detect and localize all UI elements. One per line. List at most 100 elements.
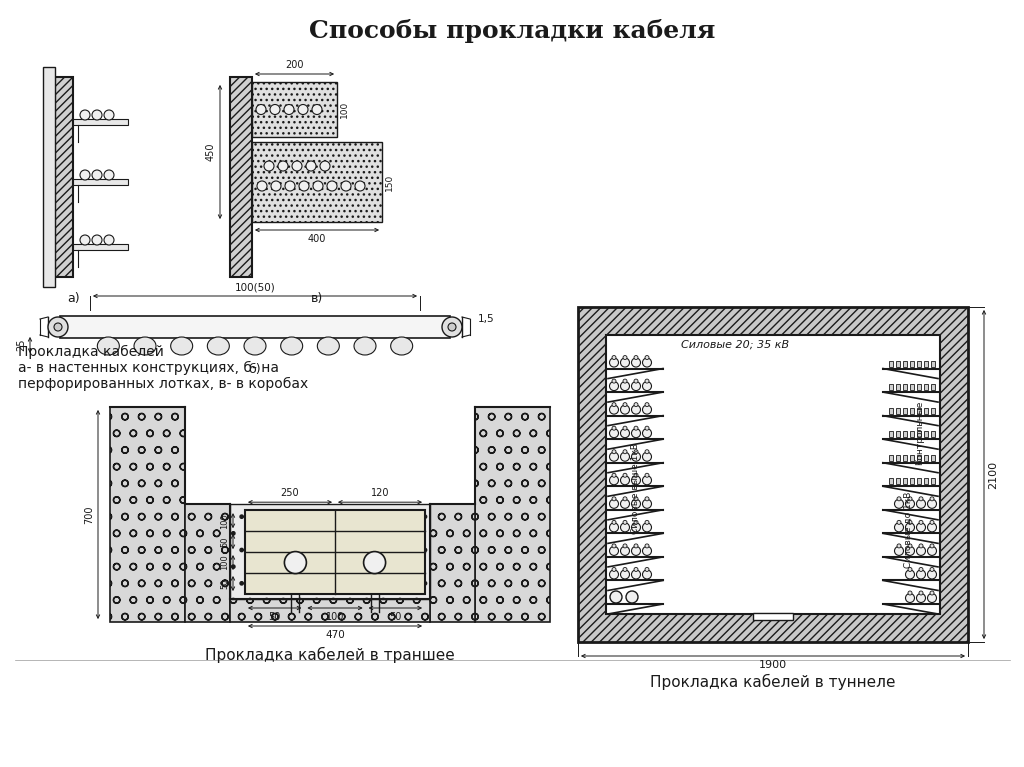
- Circle shape: [634, 497, 638, 501]
- Circle shape: [609, 499, 618, 509]
- Bar: [889, 407, 893, 413]
- Bar: [903, 384, 907, 390]
- Bar: [918, 360, 921, 367]
- Bar: [931, 455, 935, 461]
- Text: 470: 470: [326, 630, 345, 640]
- Circle shape: [609, 429, 618, 438]
- Text: 100: 100: [340, 101, 349, 118]
- Circle shape: [623, 426, 627, 430]
- Circle shape: [632, 570, 640, 579]
- Circle shape: [610, 591, 622, 603]
- Circle shape: [621, 453, 630, 461]
- Bar: [889, 455, 893, 461]
- Circle shape: [916, 570, 926, 579]
- Circle shape: [54, 323, 62, 331]
- Circle shape: [264, 161, 274, 171]
- Circle shape: [612, 379, 616, 383]
- Circle shape: [905, 570, 914, 579]
- Circle shape: [632, 546, 640, 555]
- Circle shape: [271, 181, 281, 191]
- Circle shape: [919, 520, 923, 525]
- Circle shape: [623, 520, 627, 525]
- Text: 450: 450: [206, 143, 216, 161]
- Bar: [753, 613, 793, 620]
- Circle shape: [609, 476, 618, 485]
- Circle shape: [285, 181, 295, 191]
- Text: 150: 150: [385, 173, 394, 191]
- Text: перфорированных лотках, в- в коробах: перфорированных лотках, в- в коробах: [18, 377, 308, 391]
- Bar: [896, 360, 900, 367]
- Circle shape: [257, 181, 267, 191]
- Circle shape: [632, 358, 640, 367]
- Circle shape: [621, 499, 630, 509]
- Circle shape: [645, 544, 649, 548]
- Bar: [230, 599, 430, 622]
- Text: в): в): [311, 292, 324, 305]
- Bar: [931, 384, 935, 390]
- Circle shape: [327, 181, 337, 191]
- Ellipse shape: [281, 337, 303, 355]
- Circle shape: [609, 382, 618, 390]
- Bar: [252, 142, 382, 222]
- Circle shape: [634, 403, 638, 407]
- Circle shape: [623, 568, 627, 571]
- Circle shape: [642, 405, 651, 414]
- Circle shape: [634, 544, 638, 548]
- Bar: [918, 384, 921, 390]
- Bar: [918, 431, 921, 437]
- Text: а): а): [68, 292, 80, 305]
- Circle shape: [632, 476, 640, 485]
- Circle shape: [930, 591, 934, 595]
- Circle shape: [916, 523, 926, 532]
- Circle shape: [928, 499, 937, 509]
- Bar: [896, 407, 900, 413]
- Ellipse shape: [171, 337, 193, 355]
- Circle shape: [908, 568, 912, 571]
- Bar: [430, 504, 475, 622]
- Circle shape: [645, 520, 649, 525]
- Bar: [43, 67, 55, 287]
- Circle shape: [642, 570, 651, 579]
- Circle shape: [299, 181, 309, 191]
- Circle shape: [930, 520, 934, 525]
- Bar: [230, 77, 252, 277]
- Circle shape: [306, 161, 316, 171]
- Circle shape: [905, 546, 914, 555]
- Circle shape: [928, 594, 937, 603]
- Bar: [896, 431, 900, 437]
- Text: 100: 100: [220, 513, 229, 528]
- Circle shape: [905, 499, 914, 509]
- Circle shape: [270, 104, 280, 114]
- Circle shape: [919, 544, 923, 548]
- Circle shape: [92, 235, 102, 245]
- Circle shape: [632, 499, 640, 509]
- Circle shape: [928, 523, 937, 532]
- Ellipse shape: [317, 337, 339, 355]
- Circle shape: [905, 523, 914, 532]
- Circle shape: [609, 405, 618, 414]
- Circle shape: [908, 520, 912, 525]
- Text: 250: 250: [281, 488, 299, 499]
- Circle shape: [626, 591, 638, 603]
- Circle shape: [298, 104, 308, 114]
- Circle shape: [612, 520, 616, 525]
- Circle shape: [104, 110, 114, 120]
- Bar: [889, 431, 893, 437]
- Text: Способы прокладки кабеля: Способы прокладки кабеля: [309, 19, 715, 43]
- Circle shape: [621, 570, 630, 579]
- Circle shape: [928, 570, 937, 579]
- Circle shape: [905, 594, 914, 603]
- Text: 1900: 1900: [759, 660, 787, 670]
- Circle shape: [278, 161, 288, 171]
- Bar: [896, 384, 900, 390]
- Circle shape: [623, 449, 627, 454]
- Text: 2100: 2100: [988, 460, 998, 489]
- Bar: [73, 119, 128, 125]
- Circle shape: [642, 358, 651, 367]
- Circle shape: [48, 317, 68, 337]
- Circle shape: [642, 429, 651, 438]
- Bar: [924, 479, 928, 484]
- Circle shape: [645, 379, 649, 383]
- Circle shape: [645, 473, 649, 477]
- Circle shape: [634, 379, 638, 383]
